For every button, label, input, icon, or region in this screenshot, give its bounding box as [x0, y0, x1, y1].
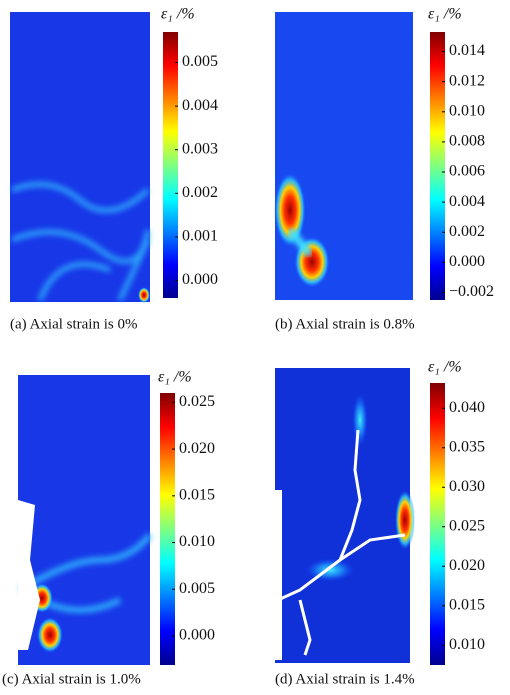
colorbar-tick-label: 0.015: [179, 486, 215, 503]
colorbar-tick-label: 0.002: [449, 223, 485, 240]
colorbar-tick-label: 0.002: [182, 184, 218, 201]
colorbar-tick-label: 0.000: [179, 627, 215, 644]
colorbar-tick-label: 0.010: [449, 102, 485, 119]
colorbar-label: ε₁ /%: [428, 6, 462, 23]
strain-field: [10, 12, 151, 303]
colorbar: [160, 393, 175, 665]
colorbar-tick-label: 0.035: [449, 438, 485, 455]
colorbar-label: ε₁ /%: [158, 369, 192, 386]
colorbar: [163, 32, 178, 298]
colorbar-tick-label: 0.005: [182, 53, 218, 70]
colorbar-tick-label: 0.000: [182, 271, 218, 288]
colorbar-tick-label: 0.025: [449, 517, 485, 534]
colorbar-label: ε₁ /%: [161, 6, 195, 23]
colorbar-tick-label: 0.010: [449, 636, 485, 653]
colorbar-tick-label: 0.020: [179, 440, 215, 457]
colorbar-tick-label: 0.008: [449, 133, 485, 150]
colorbar: [430, 383, 445, 665]
colorbar-tick-label: 0.004: [449, 193, 485, 210]
colorbar-tick-label: 0.025: [179, 393, 215, 410]
strain-field: [275, 368, 415, 663]
caption: (c) Axial strain is 1.0%: [2, 671, 141, 687]
colorbar-tick-label: 0.001: [182, 228, 218, 245]
colorbar-tick-label: 0.015: [449, 596, 485, 613]
colorbar-tick-label: 0.020: [449, 557, 485, 574]
colorbar-tick-label: 0.010: [179, 533, 215, 550]
colorbar-tick-label: 0.005: [179, 580, 215, 597]
caption: (d) Axial strain is 1.4%: [275, 671, 415, 687]
colorbar-label: ε₁ /%: [428, 359, 462, 376]
colorbar-tick-label: 0.012: [449, 72, 485, 89]
colorbar: [430, 32, 445, 300]
caption: (b) Axial strain is 0.8%: [275, 316, 415, 332]
colorbar-tick-label: 0.030: [449, 478, 485, 495]
strain-field: [18, 375, 153, 665]
colorbar-tick-label: 0.040: [449, 399, 485, 416]
colorbar-tick-label: 0.014: [449, 42, 485, 59]
strain-field: [274, 12, 413, 300]
colorbar-tick-label: −0.002: [449, 283, 494, 300]
caption: (a) Axial strain is 0%: [10, 316, 137, 332]
colorbar-tick-label: 0.006: [449, 163, 485, 180]
colorbar-tick-label: 0.004: [182, 97, 218, 114]
colorbar-tick-label: 0.000: [449, 253, 485, 270]
colorbar-tick-label: 0.003: [182, 140, 218, 157]
